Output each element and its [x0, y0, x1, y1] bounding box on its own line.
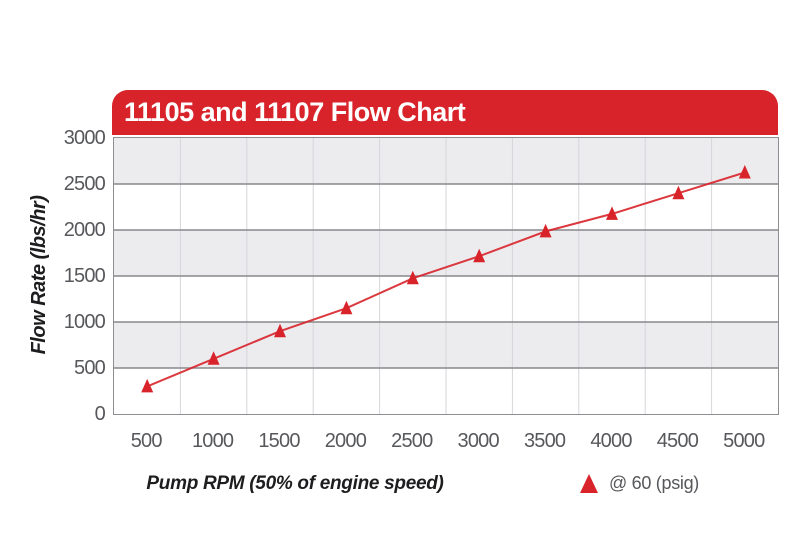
y-tick-label: 3000 [63, 127, 106, 149]
line-chart-canvas [114, 138, 778, 414]
legend-triangle-icon [580, 474, 598, 493]
x-tick-label: 500 [130, 430, 163, 452]
data-point-triangle-marker [539, 223, 552, 238]
y-tick-label: 2000 [63, 219, 106, 241]
y-tick-label: 0 [94, 403, 106, 425]
x-axis-title: Pump RPM (50% of engine speed) [146, 473, 444, 494]
x-tick-label: 2500 [391, 430, 433, 452]
data-point-triangle-marker [207, 351, 220, 365]
x-tick-label: 3000 [457, 430, 500, 452]
x-tick-label: 5000 [723, 430, 765, 452]
chart-title: 11105 and 11107 Flow Chart [124, 97, 466, 127]
series-line [146, 171, 746, 388]
data-point-triangle-marker [473, 248, 486, 263]
legend: @ 60 (psig) [580, 473, 699, 494]
data-point-triangle-marker [738, 165, 751, 179]
x-tick-label: 1500 [258, 430, 300, 452]
data-point-triangle-marker [606, 206, 618, 220]
data-point-triangle-marker [340, 300, 353, 315]
data-point-triangle-marker [672, 185, 685, 200]
data-point-triangle-marker [406, 270, 419, 285]
data-point-triangle-marker [274, 323, 286, 338]
x-tick-label: 3500 [523, 430, 566, 452]
x-tick-label: 4500 [656, 430, 699, 452]
x-tick-label: 1000 [191, 430, 234, 452]
plot-area [113, 137, 779, 415]
y-tick-label: 1500 [63, 265, 106, 287]
x-tick-label: 2000 [324, 430, 367, 452]
x-tick-label: 4000 [590, 430, 632, 452]
y-tick-label: 500 [74, 357, 106, 379]
legend-label: @ 60 (psig) [609, 473, 700, 493]
data-point-triangle-marker [141, 378, 154, 393]
chart-header-banner: 11105 and 11107 Flow Chart [112, 90, 778, 135]
y-tick-label: 1000 [63, 311, 106, 333]
y-tick-label: 2500 [63, 173, 106, 195]
